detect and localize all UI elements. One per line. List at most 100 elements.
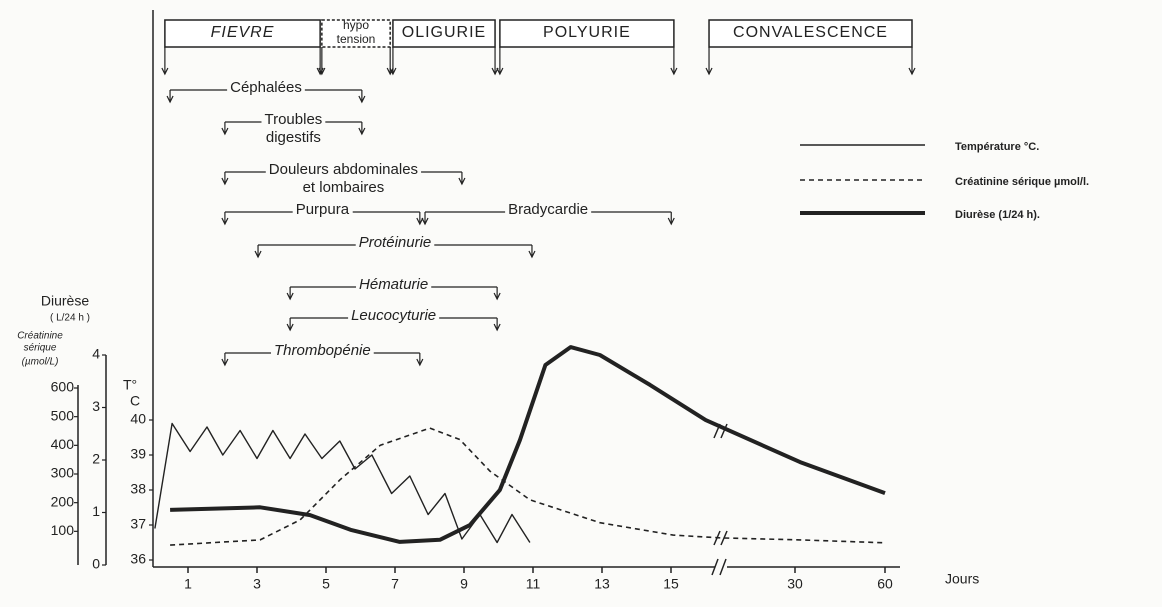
symptom-label: Leucocyturie: [351, 307, 436, 324]
phase-box: [499, 19, 675, 48]
arrow-head: [667, 217, 675, 226]
y-axis-label: ( L/24 h ): [50, 313, 90, 324]
x-tick-label: 5: [322, 576, 330, 592]
legend-label: Température °C.: [955, 141, 1039, 153]
symptom-label: Thrombopénie: [274, 342, 371, 359]
phase-label: hypo: [343, 18, 369, 32]
symptom-label: Douleurs abdominales: [269, 161, 418, 178]
symptom-label: Bradycardie: [508, 201, 588, 218]
symptom-label: et lombaires: [303, 179, 385, 196]
x-tick-label: 3: [253, 576, 261, 592]
legend-label: Diurèse (1/24 h).: [955, 209, 1040, 221]
arrow-head: [358, 95, 366, 104]
label-bg: [505, 200, 592, 218]
y-tick-label: 600: [51, 379, 75, 395]
y2-axis-label: (µmol/L): [22, 357, 59, 368]
y-axis-label: Diurèse: [41, 293, 89, 309]
arrow-head: [705, 67, 713, 76]
arrow-head: [528, 250, 536, 259]
arrow-head: [416, 217, 424, 226]
arrow-head: [493, 323, 501, 332]
arrow-head: [161, 67, 169, 76]
phase-box: [321, 19, 391, 48]
y-tick-label: 37: [130, 516, 146, 532]
phase-label: tension: [337, 32, 376, 46]
x-axis-label: Jours: [945, 571, 979, 587]
x-tick-label: 13: [594, 576, 610, 592]
phase-label: OLIGURIE: [402, 24, 486, 41]
phase-label: FIEVRE: [211, 24, 275, 41]
label-bg: [292, 200, 353, 218]
arrow-head: [286, 292, 294, 301]
arrow-head: [221, 177, 229, 186]
y-tick-label: 1: [92, 503, 100, 519]
x-tick-label: 15: [663, 576, 679, 592]
x-tick-label: 60: [877, 576, 893, 592]
symptom-label: Céphalées: [230, 79, 302, 96]
axis-break: [711, 423, 728, 576]
x-tick-label: 7: [391, 576, 399, 592]
label-bg: [265, 160, 422, 178]
y-tick-label: 4: [92, 346, 100, 362]
arrow-head: [421, 217, 429, 226]
label-bg: [348, 306, 440, 324]
y2-axis-label: Créatinine: [17, 331, 63, 342]
x-tick-label: 30: [787, 576, 803, 592]
symptom-label: Troubles: [264, 111, 322, 128]
arrow-head: [496, 67, 504, 76]
arrow-head: [493, 292, 501, 301]
arrow-head: [221, 358, 229, 367]
arrow-head: [254, 250, 262, 259]
series-line: [154, 422, 531, 544]
y-tick-label: 2: [92, 451, 100, 467]
symptom-label: Protéinurie: [359, 234, 432, 251]
arrow-head: [458, 177, 466, 186]
arrow-head: [386, 67, 394, 76]
x-tick-label: 1: [184, 576, 192, 592]
y-tick-label: 400: [51, 436, 75, 452]
y-tick-label: 0: [92, 556, 100, 572]
phase-label: CONVALESCENCE: [733, 24, 888, 41]
label-bg: [356, 275, 432, 293]
y-tick-label: 39: [130, 446, 146, 462]
label-bg: [261, 110, 326, 128]
arrow-head: [286, 323, 294, 332]
phase-box: [164, 19, 321, 48]
series-line: [170, 345, 886, 544]
phase-label: POLYURIE: [543, 24, 631, 41]
symptom-label: Purpura: [296, 201, 350, 218]
label-bg: [355, 233, 435, 251]
label-bg: [227, 78, 305, 96]
arrow-head: [358, 127, 366, 136]
y-tick-label: 3: [92, 398, 100, 414]
y3-axis-label: T°: [123, 377, 137, 393]
arrow-head: [221, 217, 229, 226]
phase-box: [708, 19, 913, 48]
x-tick-label: 9: [460, 576, 468, 592]
y-tick-label: 200: [51, 493, 75, 509]
label-bg: [271, 341, 374, 359]
y2-axis-label: sérique: [24, 343, 57, 354]
arrow-head: [318, 67, 326, 76]
legend-label: Créatinine sérique µmol/l.: [955, 176, 1089, 188]
arrow-head: [908, 67, 916, 76]
arrow-head: [416, 358, 424, 367]
phase-box: [392, 19, 496, 48]
arrow-head: [166, 95, 174, 104]
symptom-label: Hématurie: [359, 276, 428, 293]
y-tick-label: 300: [51, 465, 75, 481]
arrow-head: [670, 67, 678, 76]
arrow-head: [221, 127, 229, 136]
x-tick-label: 11: [526, 576, 541, 592]
y-tick-label: 500: [51, 407, 75, 423]
y-tick-label: 100: [51, 522, 75, 538]
arrow-head: [491, 67, 499, 76]
y-tick-label: 38: [130, 481, 146, 497]
symptom-label: digestifs: [266, 129, 321, 146]
y-tick-label: 36: [130, 551, 146, 567]
series-line: [170, 427, 886, 546]
y-tick-label: 40: [130, 411, 146, 427]
y3-axis-label: C: [130, 393, 140, 409]
arrow-head: [389, 67, 397, 76]
